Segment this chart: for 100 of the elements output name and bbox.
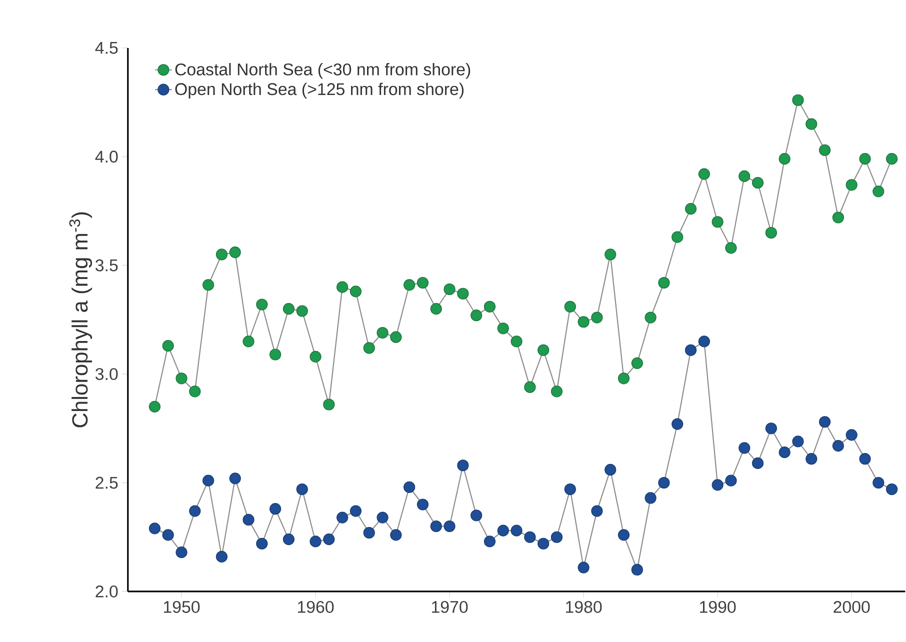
legend-label: Open North Sea (>125 nm from shore): [175, 82, 464, 98]
point: [672, 418, 684, 430]
point: [564, 300, 576, 312]
point: [310, 350, 322, 362]
point: [538, 538, 550, 550]
point: [416, 276, 429, 288]
point: [846, 428, 858, 441]
x-tick-label: 1980: [566, 600, 602, 613]
x-tick-label: 1970: [432, 600, 468, 613]
point: [363, 342, 375, 354]
point: [296, 305, 308, 317]
point: [591, 312, 603, 324]
point: [376, 326, 388, 338]
point: [444, 520, 456, 532]
point: [765, 226, 777, 238]
x-tick-label: 1990: [700, 600, 736, 613]
point: [310, 535, 322, 548]
point: [148, 400, 160, 412]
point: [256, 538, 268, 550]
point: [162, 528, 174, 541]
point: [484, 300, 496, 312]
point: [778, 446, 790, 458]
point: [242, 335, 254, 348]
point: [444, 283, 456, 295]
legend-label: Coastal North Sea (<30 nm from shore): [175, 62, 470, 79]
point: [846, 178, 858, 190]
point: [416, 498, 429, 510]
point: [457, 288, 469, 300]
point: [658, 476, 670, 488]
point: [819, 144, 831, 156]
point: [604, 464, 616, 476]
point: [684, 344, 697, 356]
point: [430, 520, 442, 532]
point: [176, 546, 188, 558]
point: [470, 509, 482, 521]
point: [765, 422, 777, 434]
point: [872, 476, 884, 488]
point: [484, 535, 496, 548]
point: [631, 564, 643, 576]
point: [738, 442, 750, 454]
point: [859, 452, 871, 464]
point: [202, 278, 214, 291]
point: [510, 335, 522, 348]
point: [886, 152, 898, 164]
point: [162, 340, 174, 352]
point: [404, 278, 416, 291]
point: [725, 242, 737, 254]
point: [832, 440, 844, 452]
point: [644, 492, 656, 504]
y-tick-label: 3.5: [96, 259, 118, 272]
point: [390, 331, 402, 343]
point: [148, 522, 160, 534]
point: [712, 478, 724, 491]
point: [778, 152, 790, 164]
point: [618, 372, 630, 384]
point: [564, 483, 576, 495]
x-tick-label: 2000: [834, 600, 870, 613]
point: [350, 505, 362, 517]
point: [336, 281, 348, 293]
y-tick-label: 4.0: [95, 150, 118, 162]
point: [550, 385, 563, 398]
point: [806, 452, 818, 464]
point: [886, 483, 898, 495]
point: [256, 298, 268, 310]
point: [698, 335, 710, 348]
point: [738, 170, 750, 182]
point: [644, 312, 656, 324]
point: [618, 528, 630, 541]
point: [390, 528, 402, 541]
point: [684, 202, 697, 214]
point: [698, 168, 710, 180]
point: [792, 94, 804, 106]
point: [497, 322, 509, 334]
point: [672, 231, 684, 243]
point: [242, 514, 254, 526]
point: [270, 348, 282, 360]
point: [202, 474, 214, 486]
point: [376, 512, 388, 524]
point: [591, 505, 603, 517]
point: [216, 248, 228, 260]
point: [296, 483, 308, 495]
point: [752, 176, 764, 188]
y-tick-label: 2.0: [96, 585, 118, 598]
point: [752, 457, 764, 469]
point: [538, 344, 550, 356]
point: [712, 216, 724, 228]
y-axis-title: Chlorophyll a (mg m$^{-3}$): [69, 212, 92, 428]
point: [229, 246, 241, 258]
point: [282, 533, 295, 545]
point: [658, 276, 670, 288]
point: [189, 505, 201, 517]
point: [604, 248, 616, 260]
point: [806, 118, 818, 130]
point: [229, 472, 241, 484]
y-tick-label: 3.0: [96, 368, 118, 380]
point: [270, 502, 282, 514]
x-tick-label: 1950: [164, 600, 200, 613]
point: [323, 398, 335, 410]
point: [792, 435, 804, 448]
y-tick-label: 4.5: [95, 42, 118, 54]
